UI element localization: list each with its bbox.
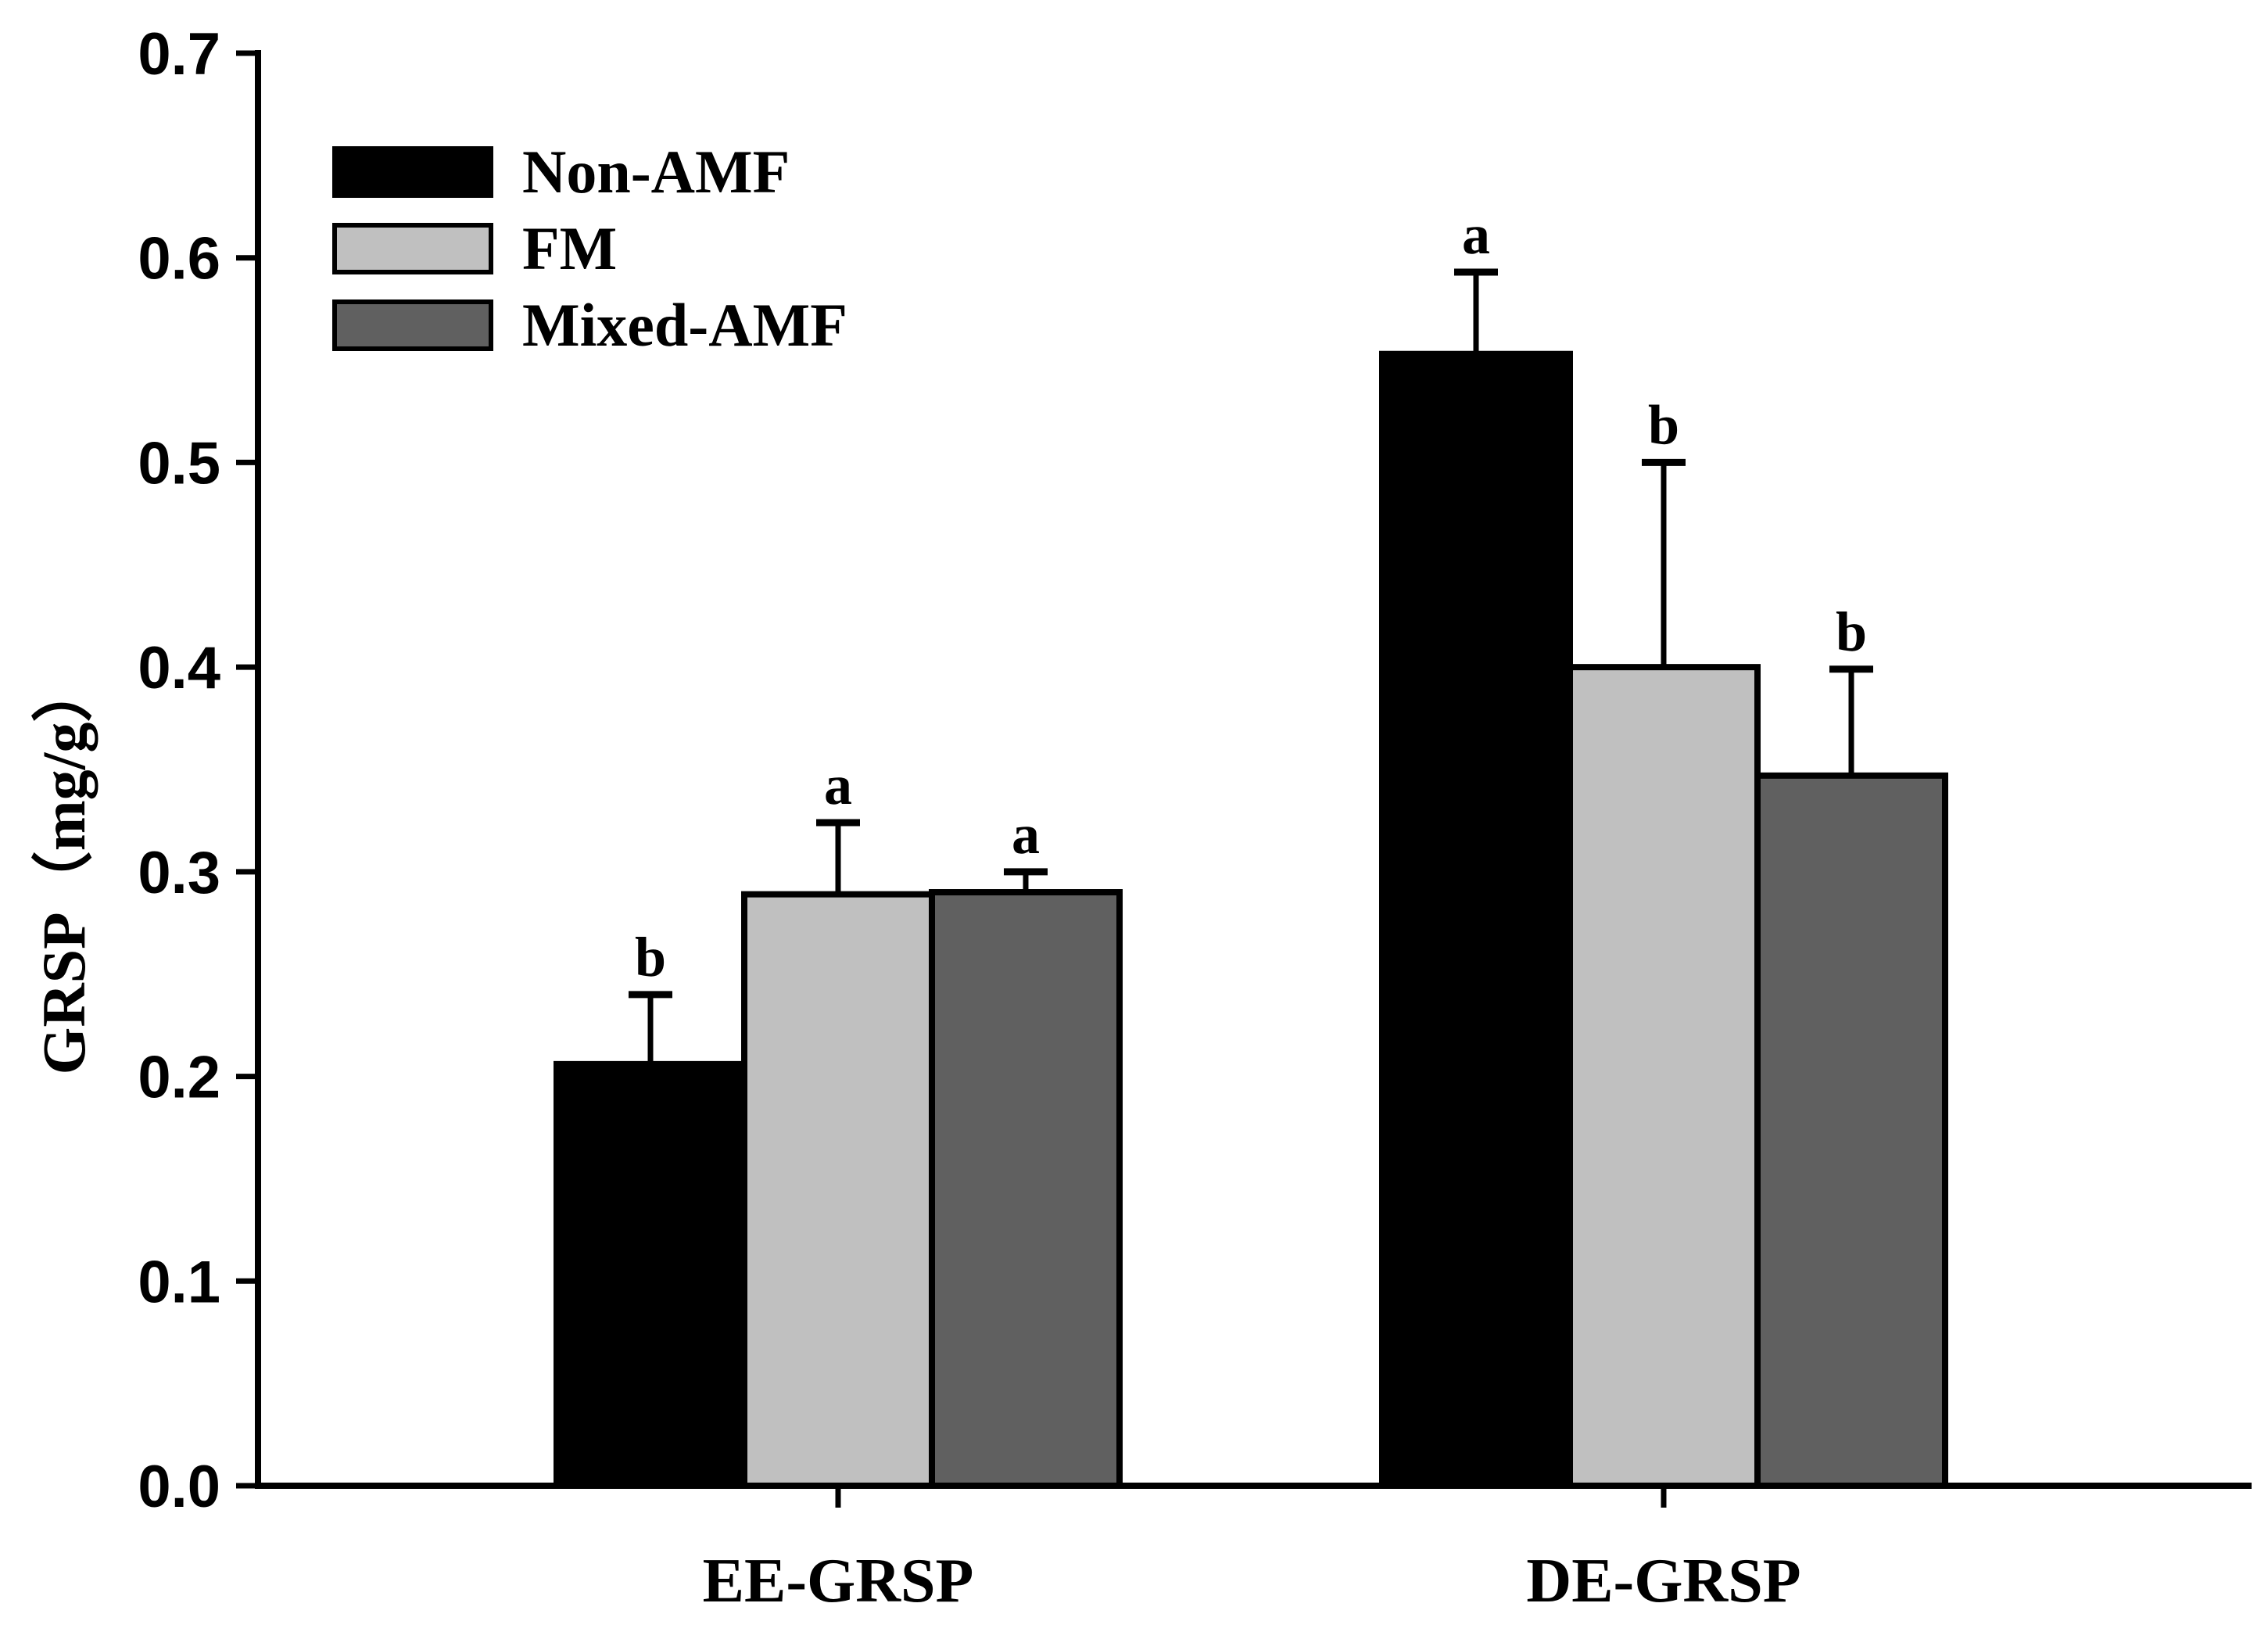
legend-swatch-mixed-amf [332,299,493,351]
legend-label-mixed-amf: Mixed-AMF [522,291,847,359]
y-tick-label: 0.7 [138,21,220,88]
significance-letter: a [1012,803,1040,866]
y-tick-label: 0.2 [138,1045,220,1111]
y-tick-label: 0.5 [138,430,220,497]
x-axis: EE-GRSP DE-GRSP [255,1483,2252,1616]
legend-label-non-amf: Non-AMF [522,138,790,206]
y-tick-label: 0.6 [138,226,220,292]
y-axis-label: GRSP（mg/g） [30,662,98,1075]
significance-letter: a [1462,203,1490,266]
bar-fm-de-grsp [1567,664,1761,1490]
bar-non-amf-ee-grsp [554,1060,747,1489]
significance-letter: b [1836,601,1867,663]
bar-fm-ee-grsp [741,891,935,1490]
legend-swatch-non-amf [332,146,493,198]
significance-letter: a [824,754,852,816]
x-category-label: DE-GRSP [1526,1547,1800,1616]
legend-label-fm: FM [522,214,617,282]
bar-mixed-amf-ee-grsp [929,889,1123,1489]
bar-mixed-amf-de-grsp [1754,772,1948,1489]
y-tick-label: 0.0 [138,1454,220,1520]
y-axis: 0.0 0.1 0.2 0.3 0.4 0.5 0.6 0.7 [138,21,261,1520]
y-tick-label: 0.1 [138,1249,220,1315]
bar-non-amf-de-grsp [1379,350,1573,1490]
legend-swatch-fm [332,223,493,274]
x-category-label: EE-GRSP [703,1547,974,1616]
y-tick-label: 0.4 [138,635,220,701]
significance-letter: b [635,926,666,988]
bars-group: b a a a b b [554,203,1948,1490]
significance-letter: b [1648,393,1679,456]
legend: Non-AMF FM Mixed-AMF [332,138,847,359]
y-tick-label: 0.3 [138,840,220,906]
